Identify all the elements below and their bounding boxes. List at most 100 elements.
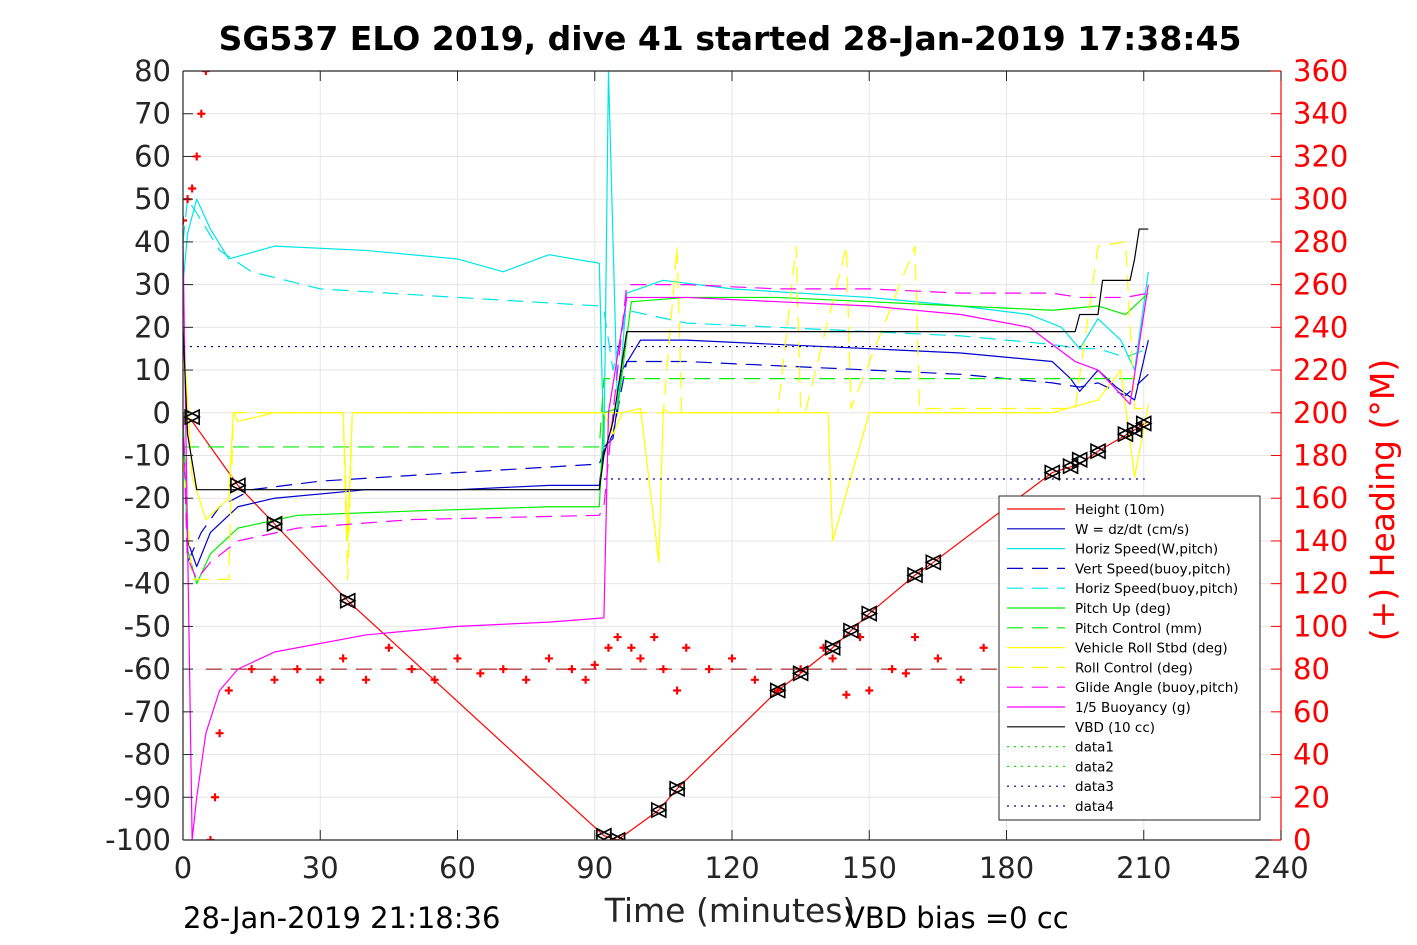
y2-tick-label: 220 [1293,353,1348,387]
legend-item: data3 [1007,779,1114,795]
marker-point [1070,451,1089,469]
y-tick-label: -60 [124,652,171,686]
y-tick-label: 0 [153,396,171,430]
x-tick-label: 90 [576,851,613,885]
heading-point [407,665,416,674]
legend-label: Pitch Up (deg) [1075,601,1171,617]
heading-point [293,665,302,674]
heading-point [979,643,988,652]
x-tick-label: 240 [1253,851,1308,885]
y-tick-label: 50 [134,182,171,216]
heading-point [247,665,256,674]
marker-point [650,801,668,819]
heading-point [339,654,348,663]
legend-label: Horiz Speed(buoy,pitch) [1075,581,1238,597]
legend-label: Height (10m) [1075,502,1165,518]
legend-item: Glide Angle (buoy,pitch) [1007,680,1239,696]
heading-point [215,729,224,738]
marker-point [668,780,686,798]
footer-vbd-bias: VBD bias =0 cc [845,901,1069,935]
legend-label: data3 [1075,779,1114,795]
x-tick-label: 180 [979,851,1034,885]
legend-label: Roll Control (deg) [1075,660,1193,676]
footer-timestamp: 28-Jan-2019 21:18:36 [183,901,500,935]
heading-point [567,665,576,674]
marker-point [906,566,924,584]
legend-label: 1/5 Buoyancy (g) [1075,700,1191,716]
heading-point [911,633,919,642]
marker-point [1125,421,1144,439]
y2-tick-label: 0 [1293,823,1311,857]
y-tick-label: -20 [124,481,171,515]
heading-point [430,675,439,684]
y2-tick-label: 360 [1293,54,1348,88]
y2-tick-label: 200 [1293,396,1348,430]
y-tick-label: -90 [124,780,171,814]
marker-point [1134,415,1153,432]
heading-point [453,654,462,663]
legend-item: data4 [1007,799,1114,815]
y-tick-label: 10 [134,353,171,387]
heading-point [188,184,197,193]
y2-tick-label: 80 [1293,652,1330,686]
x-tick-label: 210 [1116,851,1171,885]
marker-triangle-left [1070,451,1088,469]
heading-point [316,675,325,684]
series-pitch-up-deg [183,292,1149,585]
legend-label: Glide Angle (buoy,pitch) [1075,680,1239,696]
marker-triangle-left [906,566,923,584]
x-tick-label: 0 [174,851,192,885]
heading-point [728,654,736,663]
y2-tick-label: 320 [1293,139,1348,173]
series-glide-angle-buoy-pitch [183,284,1149,580]
y2-tick-label: 60 [1293,695,1330,729]
legend-item: Pitch Up (deg) [1007,601,1171,617]
heading-point [192,152,201,161]
y-tick-label: -80 [124,738,171,772]
legend-item: Roll Control (deg) [1007,660,1193,676]
heading-point [956,675,965,684]
y-tick-label: 60 [134,139,171,173]
turn-markers [183,408,1153,840]
marker-point [791,665,810,682]
marker-triangle-left [668,780,685,798]
legend-item: Horiz Speed(buoy,pitch) [1007,581,1238,597]
heading-point [224,686,233,695]
legend-item: Vert Speed(buoy,pitch) [1007,561,1231,577]
series-horiz-speed-w-pitch [183,71,1149,457]
heading-point [673,686,682,695]
y-tick-label: -30 [124,524,171,558]
y2-tick-label: 160 [1293,481,1348,515]
marker-point [823,639,842,657]
marker-triangle-left [860,605,878,622]
y-tick-label: -70 [124,695,171,729]
legend-label: Vehicle Roll Stbd (deg) [1075,641,1228,657]
x-tick-label: 60 [439,851,476,885]
legend-item: Height (10m) [1007,502,1165,518]
marker-triangle-left [650,801,667,819]
legend-item: Horiz Speed(W,pitch) [1007,542,1218,558]
heading-point [362,675,370,684]
heading-point [211,793,220,802]
y2-tick-label: 140 [1293,524,1348,558]
marker-triangle-left [768,682,786,699]
y2-tick-label: 340 [1293,97,1348,131]
legend-item: 1/5 Buoyancy (g) [1007,700,1191,716]
y2-tick-label: 40 [1293,738,1330,772]
x-tick-label: 150 [842,851,897,885]
y2-tick-label: 240 [1293,310,1348,344]
legend: Height (10m) W = dz/dt (cm/s) Horiz Speed(… [998,495,1261,821]
y-tick-label: 80 [134,54,171,88]
marker-point [768,682,787,699]
marker-triangle-left [265,515,283,533]
y2-tick-label: 120 [1293,567,1348,601]
heading-point [499,665,508,674]
heading-point [682,643,691,652]
marker-triangle-left [842,622,859,639]
marker-point [842,622,860,639]
series-height-10m [183,416,1149,840]
heading-point [476,669,485,678]
marker-point [183,408,201,426]
y2-tick-label: 300 [1293,182,1348,216]
marker-triangle-left [924,554,942,571]
